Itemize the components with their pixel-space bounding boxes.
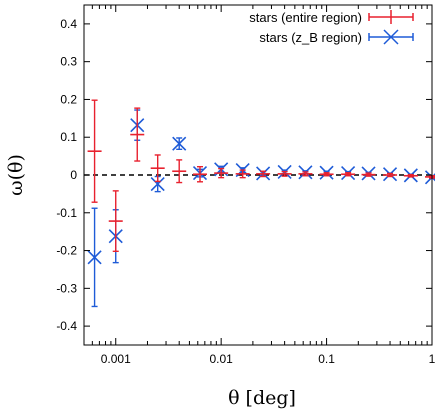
series-1 [87, 109, 435, 308]
data-point [172, 159, 187, 184]
y-tick-label: 0 [70, 168, 77, 182]
data-point [277, 170, 292, 177]
x-tick-label: 1 [429, 352, 435, 366]
data-point [172, 136, 187, 151]
data-point [298, 171, 313, 177]
data-point [108, 190, 123, 253]
data-point [235, 169, 250, 179]
legend-label-stars-zb-region: stars (z_B region) [259, 30, 362, 45]
data-point [87, 99, 102, 203]
x-tick-label: 0.01 [209, 352, 233, 366]
y-axis-title: ω(θ) [5, 154, 27, 196]
x-axis-title: θ [deg] [228, 387, 296, 409]
data-point [256, 170, 271, 178]
data-point [361, 172, 376, 177]
data-point [319, 172, 334, 177]
y-tick-label: -0.1 [56, 206, 77, 220]
y-tick-label: -0.4 [56, 319, 77, 333]
series-layer [84, 99, 435, 308]
data-point [403, 173, 418, 178]
data-point [193, 165, 208, 183]
data-point [341, 172, 356, 177]
legend: stars (entire region) stars (z_B region) [249, 10, 414, 45]
x-marker [150, 177, 165, 192]
y-tick-label: -0.3 [56, 281, 77, 295]
y-tick-label: 0.4 [60, 17, 77, 31]
x-tick-label: 0.001 [101, 352, 131, 366]
data-point [87, 207, 102, 308]
data-point [383, 172, 398, 178]
y-tick-label: -0.2 [56, 244, 77, 258]
x-marker [172, 136, 187, 151]
x-tick-label: 0.1 [318, 352, 335, 366]
y-tick-label: 0.3 [60, 55, 77, 69]
ticks-layer: 0.4 0.3 0.2 0.1 0 -0.1 -0.2 -0.3 -0.4 0.001 0.01 0.… [56, 5, 435, 366]
y-tick-label: 0.2 [60, 92, 77, 106]
legend-marker [383, 29, 399, 45]
y-tick-label: 0.1 [60, 130, 77, 144]
series-0 [87, 99, 435, 253]
data-point [214, 167, 229, 179]
legend-label-stars-entire-region: stars (entire region) [249, 10, 362, 25]
data-point [130, 107, 145, 162]
x-marker [87, 250, 102, 265]
data-point [150, 154, 165, 183]
data-point [425, 175, 435, 179]
